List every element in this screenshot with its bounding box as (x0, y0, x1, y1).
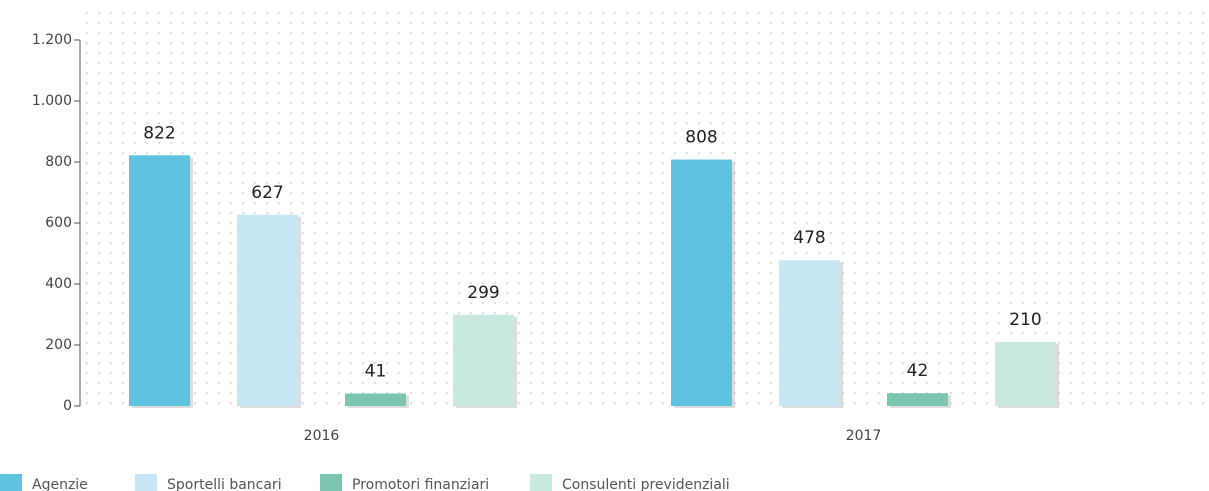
data-label: 42 (907, 361, 929, 381)
data-label: 41 (365, 361, 387, 381)
bar (887, 393, 948, 406)
y-tick-label: 800 (45, 154, 72, 170)
y-tick-label: 600 (45, 215, 72, 231)
y-tick-label: 1.200 (32, 32, 72, 48)
bar (779, 260, 840, 406)
legend-swatch (135, 474, 157, 491)
legend-label: Promotori finanziari (352, 477, 489, 491)
data-label: 808 (685, 128, 717, 148)
legend-swatch (320, 474, 342, 491)
bar (237, 214, 298, 406)
legend-label: Sportelli bancari (167, 477, 282, 491)
bar (453, 314, 514, 406)
bar (995, 341, 1056, 406)
x-tick-label: 2016 (304, 428, 340, 444)
legend-swatch (0, 474, 22, 491)
x-tick-label: 2017 (846, 428, 882, 444)
bar (129, 155, 190, 406)
data-label: 478 (793, 228, 825, 248)
y-tick-label: 400 (45, 276, 72, 292)
y-tick-label: 0 (63, 398, 72, 414)
data-label: 627 (251, 183, 283, 203)
data-label: 299 (467, 283, 499, 303)
data-label: 210 (1009, 310, 1041, 330)
bar (671, 159, 732, 406)
legend-swatch (530, 474, 552, 491)
y-tick-label: 1.000 (32, 93, 72, 109)
legend-label: Agenzie (32, 477, 88, 491)
data-label: 822 (143, 123, 175, 143)
legend-label: Consulenti previdenziali (562, 477, 730, 491)
bar (345, 393, 406, 406)
y-tick-label: 200 (45, 337, 72, 353)
